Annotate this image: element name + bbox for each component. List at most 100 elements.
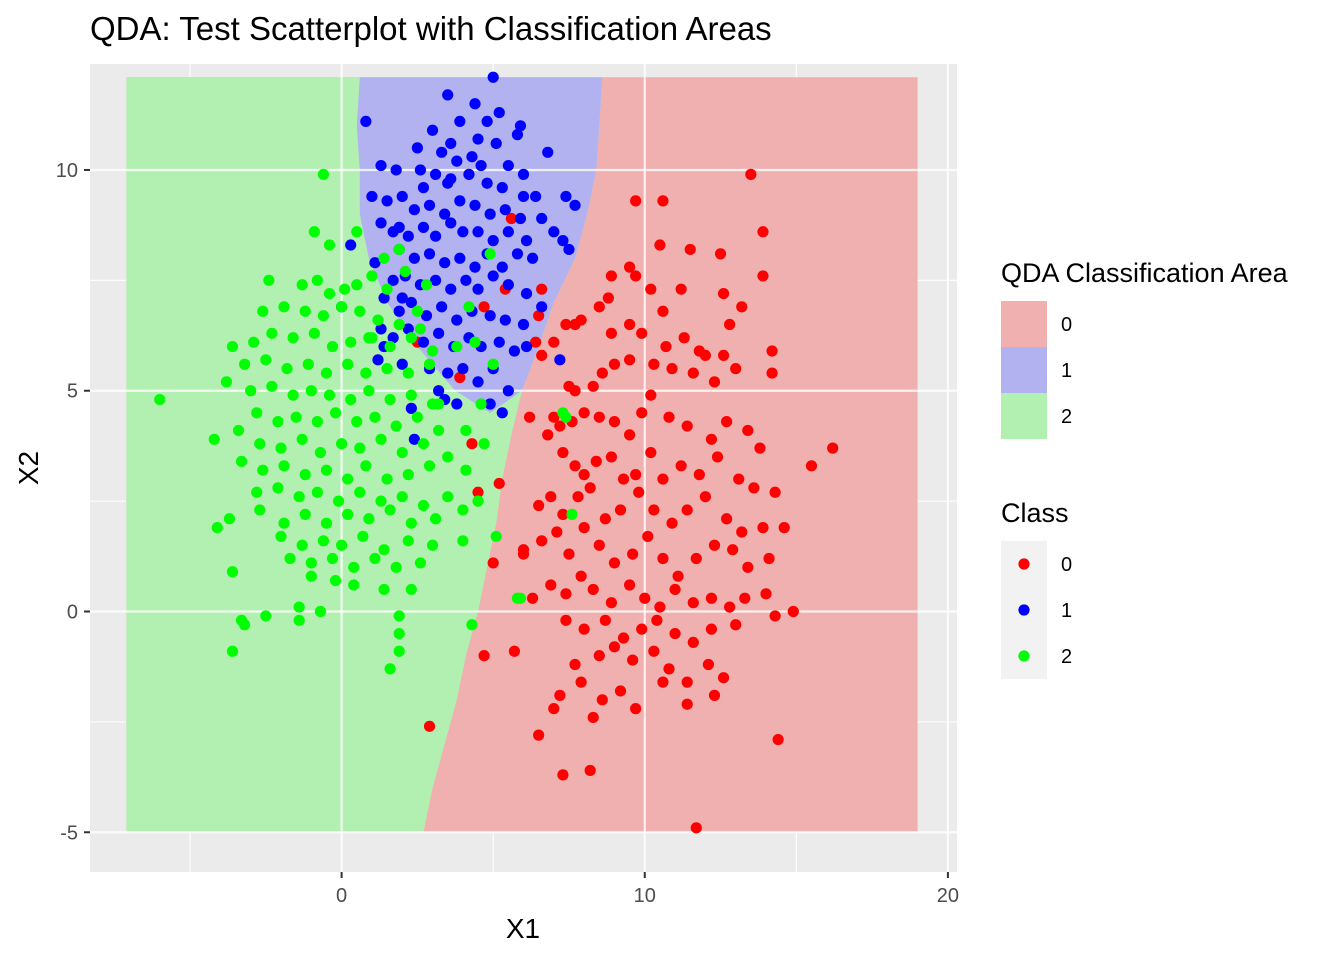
point-class-1	[493, 336, 505, 348]
point-class-0	[763, 552, 775, 565]
class-legend-key-1	[1018, 604, 1030, 616]
class-legend-label: 0	[1061, 554, 1072, 576]
point-class-1	[484, 310, 496, 322]
point-class-2	[354, 305, 366, 317]
point-class-1	[408, 433, 420, 445]
point-class-2	[326, 552, 339, 565]
point-class-2	[478, 438, 490, 450]
point-class-2	[342, 358, 354, 370]
point-class-1	[484, 398, 496, 410]
point-class-0	[754, 442, 766, 454]
point-class-0	[548, 703, 560, 715]
point-class-0	[587, 583, 599, 596]
point-class-2	[257, 305, 269, 317]
point-class-1	[396, 190, 408, 203]
point-class-1	[472, 283, 484, 295]
point-class-1	[487, 71, 499, 83]
point-class-2	[457, 535, 469, 547]
point-class-0	[545, 579, 557, 591]
point-class-2	[423, 358, 436, 370]
point-class-0	[721, 416, 733, 428]
point-class-0	[548, 411, 560, 423]
point-class-1	[405, 296, 417, 309]
point-class-0	[533, 729, 545, 741]
point-class-0	[627, 654, 639, 666]
point-class-1	[457, 226, 469, 238]
point-class-0	[769, 486, 781, 498]
point-class-2	[293, 614, 305, 626]
point-class-0	[624, 354, 636, 366]
point-class-0	[584, 764, 596, 777]
point-class-2	[263, 274, 275, 286]
point-class-0	[705, 623, 718, 635]
point-class-2	[426, 345, 439, 357]
point-class-1	[490, 137, 502, 150]
point-class-0	[705, 433, 718, 445]
point-class-2	[442, 491, 454, 503]
point-class-1	[451, 314, 463, 326]
point-class-0	[657, 552, 669, 565]
point-class-0	[687, 636, 699, 649]
point-class-0	[690, 552, 702, 565]
point-class-0	[608, 358, 621, 370]
point-class-1	[526, 252, 539, 264]
point-class-1	[375, 159, 387, 172]
point-class-1	[345, 239, 357, 251]
point-class-0	[721, 513, 733, 525]
point-class-2	[332, 495, 345, 507]
point-class-0	[748, 482, 760, 494]
point-class-0	[687, 367, 699, 379]
class-legend-label: 1	[1061, 600, 1072, 622]
point-class-0	[675, 283, 687, 295]
point-class-0	[590, 455, 602, 467]
point-class-1	[436, 301, 448, 313]
point-class-2	[336, 301, 348, 313]
point-class-2	[381, 363, 393, 375]
point-class-0	[708, 539, 721, 551]
point-class-2	[490, 530, 502, 543]
point-class-2	[278, 301, 290, 313]
point-class-2	[302, 358, 314, 370]
point-class-2	[290, 411, 302, 423]
x-tick-label: 0	[336, 885, 347, 907]
point-class-1	[457, 363, 469, 375]
point-class-2	[357, 530, 369, 543]
point-class-2	[457, 504, 469, 516]
point-class-1	[499, 314, 511, 326]
y-tick-label: 10	[56, 160, 78, 182]
point-class-1	[369, 257, 381, 269]
point-class-1	[423, 248, 436, 260]
point-class-2	[405, 517, 417, 529]
point-class-2	[393, 627, 405, 640]
point-class-2	[342, 473, 354, 485]
point-class-2	[251, 486, 263, 498]
point-class-1	[481, 177, 493, 189]
point-class-0	[654, 239, 666, 251]
point-class-0	[760, 588, 772, 600]
point-class-0	[605, 270, 618, 282]
point-class-1	[542, 146, 554, 158]
class-legend-key-0	[1018, 558, 1030, 570]
point-class-0	[423, 720, 436, 732]
area-legend-label: 0	[1061, 314, 1072, 336]
point-class-1	[520, 235, 533, 247]
point-class-1	[439, 208, 451, 220]
x-tick-label: 10	[634, 885, 656, 907]
point-class-0	[639, 592, 651, 604]
point-class-0	[657, 676, 669, 688]
point-class-0	[624, 261, 636, 273]
point-class-1	[451, 398, 463, 410]
point-class-2	[351, 279, 363, 291]
point-class-2	[329, 574, 342, 587]
x-tick-label: 20	[937, 885, 959, 907]
point-class-2	[275, 530, 287, 543]
point-class-0	[711, 451, 724, 463]
point-class-0	[669, 627, 681, 640]
point-class-1	[499, 204, 511, 216]
point-class-2	[305, 570, 317, 582]
area-legend-label: 1	[1061, 360, 1072, 382]
point-class-0	[587, 711, 599, 724]
point-class-0	[542, 429, 554, 441]
area-legend-key-0	[1001, 301, 1047, 347]
